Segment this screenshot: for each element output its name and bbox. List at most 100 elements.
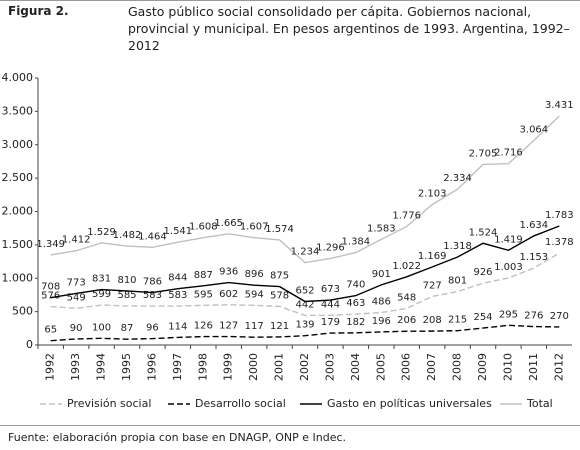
data-label: 2.705 bbox=[469, 148, 498, 159]
data-label: 2.716 bbox=[494, 148, 523, 159]
data-label: 295 bbox=[499, 309, 518, 320]
x-tick-label: 2008 bbox=[451, 353, 464, 381]
data-label: 2.334 bbox=[443, 173, 472, 184]
data-label: 673 bbox=[321, 284, 340, 295]
x-tick-label: 2007 bbox=[425, 353, 438, 381]
x-tick-label: 2004 bbox=[349, 353, 362, 381]
data-label: 773 bbox=[67, 277, 86, 288]
y-tick-label: 4.000 bbox=[2, 71, 34, 84]
data-label: 1.003 bbox=[494, 262, 523, 273]
data-label: 1.234 bbox=[291, 247, 320, 258]
data-label: 801 bbox=[448, 276, 467, 287]
data-label: 602 bbox=[219, 289, 238, 300]
y-tick-label: 2.500 bbox=[2, 171, 34, 184]
data-label: 1.318 bbox=[443, 241, 472, 252]
y-tick-label: 0 bbox=[26, 338, 33, 351]
series-line bbox=[50, 252, 560, 317]
data-label: 270 bbox=[550, 311, 569, 322]
data-label: 896 bbox=[245, 269, 264, 280]
x-tick-label: 1995 bbox=[120, 353, 133, 381]
chart-title: Gasto público social consolidado per cáp… bbox=[128, 4, 570, 53]
top-rule bbox=[0, 0, 580, 1]
x-tick-label: 2001 bbox=[273, 353, 286, 381]
data-label: 549 bbox=[67, 292, 86, 303]
data-label: 3.431 bbox=[545, 100, 574, 111]
data-label: 1.482 bbox=[113, 230, 142, 241]
data-label: 121 bbox=[270, 321, 289, 332]
x-tick-label: 2005 bbox=[374, 353, 387, 381]
data-label: 444 bbox=[321, 299, 340, 310]
y-tick-label: 3.500 bbox=[2, 104, 34, 117]
data-label: 486 bbox=[372, 297, 391, 308]
x-tick-label: 2010 bbox=[501, 353, 514, 381]
data-label: 708 bbox=[41, 282, 60, 293]
data-label: 196 bbox=[372, 316, 391, 327]
data-label: 114 bbox=[168, 321, 187, 332]
x-tick-label: 1998 bbox=[196, 353, 209, 381]
y-tick-label: 500 bbox=[12, 305, 33, 318]
data-label: 786 bbox=[143, 277, 162, 288]
x-tick-label: 1993 bbox=[69, 353, 82, 381]
data-label: 936 bbox=[219, 267, 238, 278]
data-label: 254 bbox=[473, 312, 492, 323]
data-label: 117 bbox=[245, 321, 264, 332]
data-label: 1.665 bbox=[214, 218, 243, 229]
x-tick-label: 2011 bbox=[527, 353, 540, 381]
x-tick-label: 2003 bbox=[323, 353, 336, 381]
data-label: 1.607 bbox=[240, 222, 269, 233]
x-tick-label: 2002 bbox=[298, 353, 311, 381]
data-label: 652 bbox=[295, 285, 314, 296]
data-label: 1.574 bbox=[265, 224, 294, 235]
data-label: 139 bbox=[295, 320, 314, 331]
data-label: 182 bbox=[346, 317, 365, 328]
series-line bbox=[50, 324, 560, 342]
data-label: 1.419 bbox=[494, 234, 523, 245]
data-label: 90 bbox=[70, 323, 83, 334]
series-line bbox=[50, 115, 560, 264]
legend-label: Gasto en políticas universales bbox=[327, 397, 492, 410]
series-line bbox=[50, 225, 560, 303]
data-label: 463 bbox=[346, 298, 365, 309]
data-label: 740 bbox=[346, 280, 365, 291]
data-label: 1.583 bbox=[367, 223, 396, 234]
y-tick-label: 3.000 bbox=[2, 138, 34, 151]
chart: 0 500 1.000 1.500 2.000 2.500 3.000 3.500 4.000 1… bbox=[2, 71, 574, 410]
data-label: 276 bbox=[524, 311, 543, 322]
data-label: 215 bbox=[448, 315, 467, 326]
data-label: 208 bbox=[423, 315, 442, 326]
data-label: 901 bbox=[372, 269, 391, 280]
x-tick-label: 2009 bbox=[476, 353, 489, 381]
data-label: 3.064 bbox=[520, 124, 549, 135]
data-label: 442 bbox=[295, 299, 314, 310]
x-tick-label: 2006 bbox=[400, 353, 413, 381]
data-label: 1.783 bbox=[545, 210, 574, 221]
data-label: 126 bbox=[194, 321, 213, 332]
data-label: 1.169 bbox=[418, 251, 447, 262]
source-note: Fuente: elaboración propia con base en D… bbox=[8, 431, 347, 444]
figure-label: Figura 2. bbox=[8, 4, 69, 18]
x-tick-label: 2012 bbox=[552, 353, 565, 381]
data-label: 179 bbox=[321, 317, 340, 328]
x-tick-label: 1999 bbox=[222, 353, 235, 381]
data-label: 1.524 bbox=[469, 227, 498, 238]
data-label: 599 bbox=[92, 289, 111, 300]
y-tick-label: 1.000 bbox=[2, 271, 34, 284]
legend-label: Previsión social bbox=[67, 397, 151, 410]
y-tick-label: 2.000 bbox=[2, 205, 34, 218]
data-label: 1.608 bbox=[189, 222, 218, 233]
source-rule bbox=[0, 425, 580, 426]
data-label: 2.103 bbox=[418, 189, 447, 200]
data-label: 1.349 bbox=[36, 239, 65, 250]
y-tick-label: 1.500 bbox=[2, 238, 34, 251]
x-tick-label: 1994 bbox=[95, 353, 108, 381]
x-tick-label: 1997 bbox=[171, 353, 184, 381]
data-label: 1.378 bbox=[545, 237, 574, 248]
data-label: 727 bbox=[423, 280, 442, 291]
data-label: 585 bbox=[117, 290, 136, 301]
x-tick-label: 2000 bbox=[247, 353, 260, 381]
legend-label: Desarrollo social bbox=[195, 397, 286, 410]
data-label: 127 bbox=[219, 321, 238, 332]
legend-label: Total bbox=[526, 397, 553, 410]
data-label: 87 bbox=[121, 323, 134, 334]
